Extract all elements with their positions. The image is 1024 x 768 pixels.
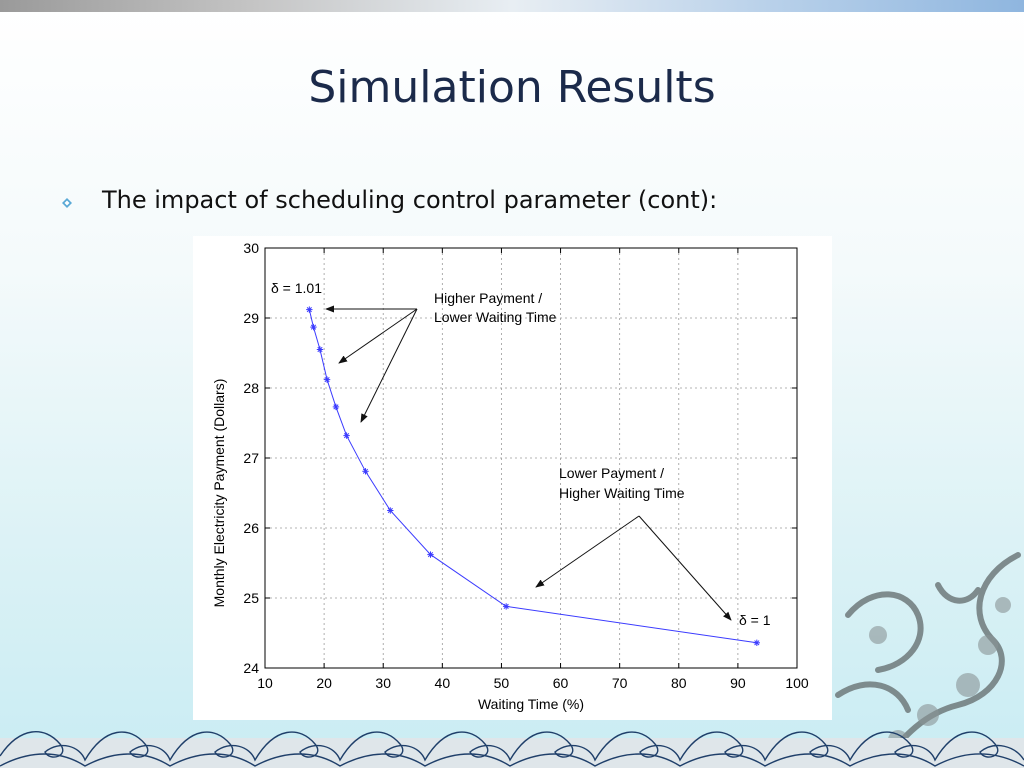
x-axis-label: Waiting Time (%) xyxy=(478,696,584,712)
x-tick-label: 70 xyxy=(612,675,628,691)
y-tick-label: 24 xyxy=(243,660,259,676)
annotation-higher-payment-line2: Lower Waiting Time xyxy=(434,309,557,325)
data-point xyxy=(332,403,340,411)
x-tick-label: 40 xyxy=(435,675,451,691)
x-tick-label: 90 xyxy=(730,675,746,691)
arrow-lower-2 xyxy=(638,515,732,621)
bullet-text: The impact of scheduling control paramet… xyxy=(102,186,718,214)
data-point-stroke xyxy=(427,552,434,558)
annotation-delta-bottom: δ = 1 xyxy=(739,612,771,628)
data-point-stroke xyxy=(503,603,509,609)
x-tick-label: 30 xyxy=(375,675,391,691)
annotation-higher-payment-line1: Higher Payment / xyxy=(434,290,542,306)
arrow-lower-1 xyxy=(535,515,640,588)
x-tick-label: 50 xyxy=(494,675,510,691)
y-axis-label: Monthly Electricity Payment (Dollars) xyxy=(211,379,227,608)
annotation-lower-payment-line1: Lower Payment / xyxy=(559,465,664,481)
data-point xyxy=(427,551,434,558)
data-point xyxy=(310,323,317,331)
chart-container: 10 20 30 40 50 60 70 80 90 100 24 25 26 27 28 29 30 δ = … xyxy=(193,236,832,720)
series-line xyxy=(308,309,757,644)
data-point-stroke xyxy=(310,324,317,330)
data-point-stroke xyxy=(387,507,393,514)
axis-ticks: 10 20 30 40 50 60 70 80 90 100 24 25 26 27 28 29 30 xyxy=(243,240,808,691)
data-point xyxy=(387,507,394,514)
data-point-stroke xyxy=(306,307,312,313)
dragon-decoration-icon xyxy=(835,552,1021,768)
x-tick-label: 80 xyxy=(671,675,687,691)
data-point-stroke xyxy=(362,468,369,474)
x-tick-label: 10 xyxy=(257,675,273,691)
y-tick-label: 30 xyxy=(243,240,259,256)
data-point xyxy=(753,639,761,646)
grid-lines xyxy=(265,248,797,668)
data-point xyxy=(362,468,369,475)
data-point xyxy=(323,376,331,383)
y-tick-label: 28 xyxy=(243,380,259,396)
x-tick-label: 100 xyxy=(785,675,809,691)
x-tick-label: 60 xyxy=(553,675,569,691)
annotation-delta-top: δ = 1.01 xyxy=(271,280,322,296)
y-tick-label: 25 xyxy=(243,590,259,606)
y-tick-label: 29 xyxy=(243,310,259,326)
y-tick-label: 27 xyxy=(243,450,259,466)
data-point xyxy=(306,306,313,313)
data-point-stroke xyxy=(754,640,760,646)
y-tick-label: 26 xyxy=(243,520,259,536)
data-point-stroke xyxy=(317,346,323,353)
top-accent-bar xyxy=(0,0,1024,12)
data-point xyxy=(343,432,350,439)
data-point-stroke xyxy=(333,404,339,410)
data-point-stroke xyxy=(343,433,350,439)
data-point-stroke xyxy=(324,377,330,383)
arrow-higher-3 xyxy=(360,308,418,423)
annotations: δ = 1.01 δ = 1 Higher Payment / Lower Wa… xyxy=(271,280,771,628)
diamond-bullet-icon xyxy=(62,198,72,208)
annotation-lower-payment-line2: Higher Waiting Time xyxy=(559,485,685,501)
data-point xyxy=(502,603,510,610)
data-point xyxy=(316,346,324,353)
wave-border-decoration-icon xyxy=(0,731,1024,768)
series-layer xyxy=(306,306,761,646)
slide-title: Simulation Results xyxy=(308,62,716,113)
x-tick-label: 20 xyxy=(316,675,332,691)
line-chart: 10 20 30 40 50 60 70 80 90 100 24 25 26 27 28 29 30 δ = … xyxy=(211,240,809,712)
arrow-higher-2 xyxy=(338,308,418,364)
